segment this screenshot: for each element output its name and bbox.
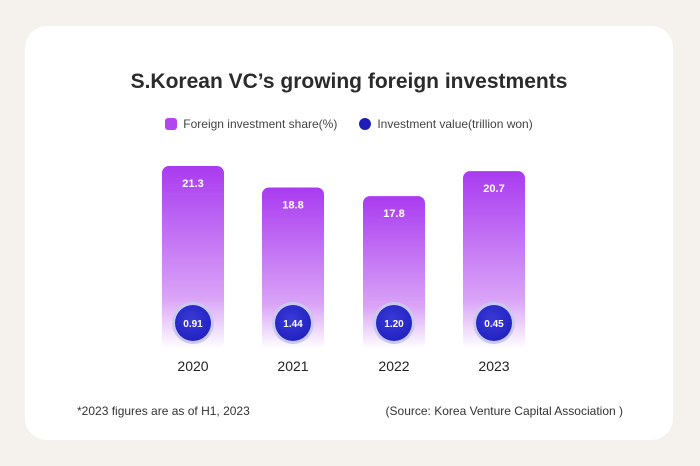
legend-label-value: Investment value(trillion won) [377, 117, 533, 131]
bar-share-2023 [463, 171, 525, 349]
legend-swatch-share [165, 118, 178, 130]
value-label-2022: 1.20 [384, 319, 404, 330]
bar-label-2021: 18.8 [282, 199, 303, 211]
value-circle-2021 [275, 305, 311, 341]
footnote: *2023 figures are as of H1, 2023 [77, 404, 250, 418]
source-note: (Source: Korea Venture Capital Associati… [385, 404, 623, 418]
bar-label-2020: 21.3 [182, 178, 203, 190]
legend-swatch-value [359, 118, 372, 130]
chart-card: S.Korean VC’s growing foreign investment… [25, 26, 673, 440]
legend-label-share: Foreign investment share(%) [183, 117, 338, 131]
legend: Foreign investment share(%) Investment v… [25, 117, 673, 131]
value-label-2020: 0.91 [183, 319, 203, 330]
value-circle-2020 [175, 305, 211, 341]
legend-item-share: Foreign investment share(%) [165, 117, 337, 131]
legend-item-value: Investment value(trillion won) [359, 117, 533, 131]
bar-chart: 21.3 0.91 2020 18.8 1.44 2021 17.8 1.20 2022 20.7… [162, 166, 525, 374]
bar-share-2021 [262, 187, 324, 349]
x-tick-2020: 2020 [177, 358, 208, 374]
value-circle-2022 [376, 305, 412, 341]
x-tick-2023: 2023 [478, 358, 509, 374]
value-label-2023: 0.45 [484, 319, 504, 330]
bar-label-2022: 17.8 [383, 208, 404, 220]
value-label-2021: 1.44 [283, 319, 303, 330]
value-circle-2023 [476, 305, 512, 341]
chart-title: S.Korean VC’s growing foreign investment… [130, 70, 568, 93]
x-tick-2021: 2021 [277, 358, 308, 374]
x-tick-2022: 2022 [378, 358, 409, 374]
bar-label-2023: 20.7 [483, 183, 504, 195]
bar-share-2020 [162, 166, 224, 349]
